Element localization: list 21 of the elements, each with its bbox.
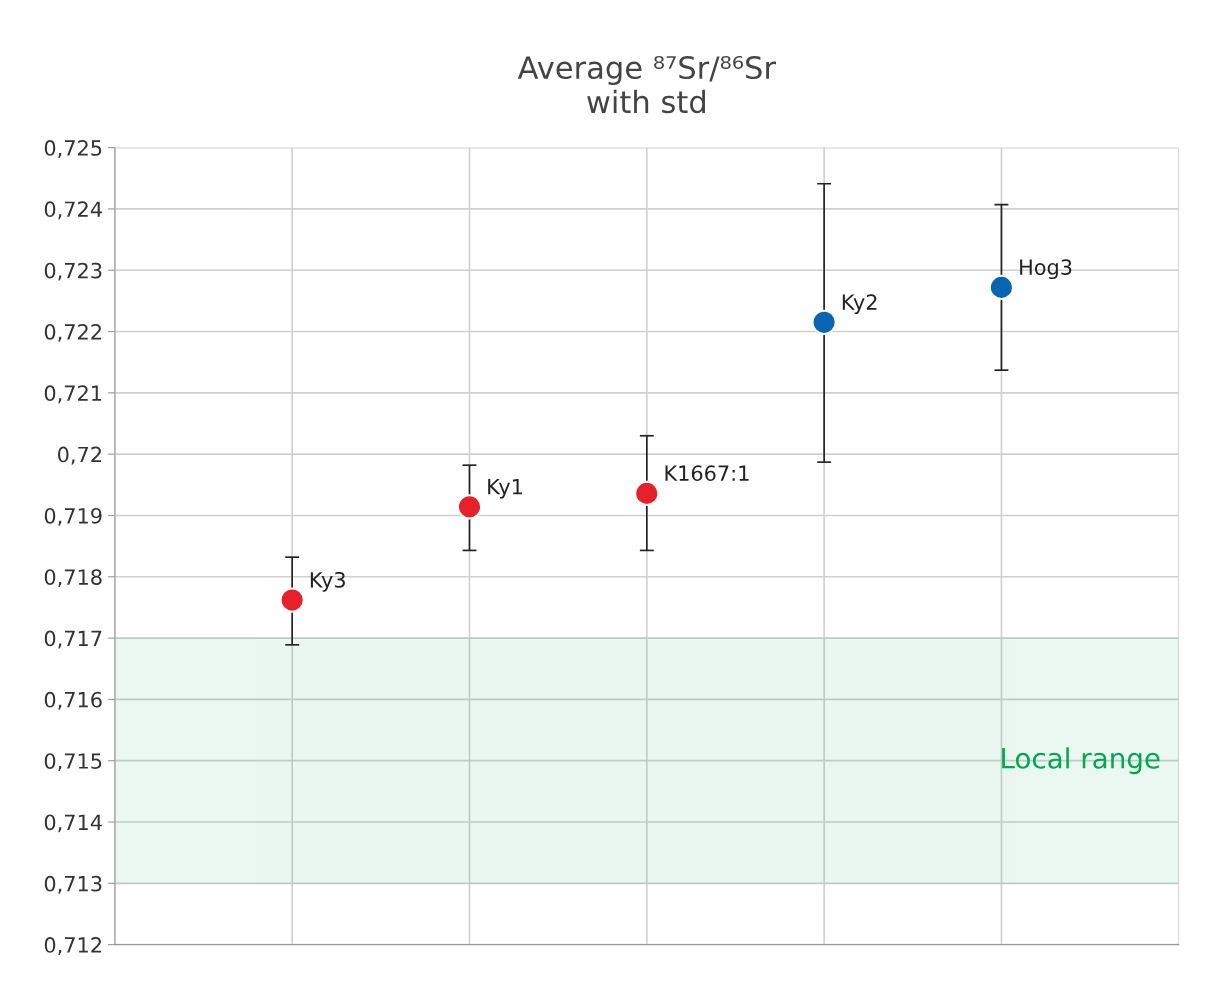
annotation: Ky1 xyxy=(488,479,522,499)
y-tick-label: 0,723 xyxy=(44,262,102,281)
y-tick-label: 0,716 xyxy=(44,691,102,710)
y-tick-label: 0,724 xyxy=(44,201,102,220)
annotation: Hog3 xyxy=(1020,259,1072,280)
annotation: Ky3 xyxy=(310,571,345,592)
band-label: Local range xyxy=(1002,747,1160,775)
y-tick-label: 0,717 xyxy=(44,630,102,649)
y-tick-label: 0,718 xyxy=(44,569,102,588)
y-tick-label: 0,721 xyxy=(44,385,102,404)
y-tick-label: 0,713 xyxy=(44,875,102,894)
y-tick-label: 0,72 xyxy=(58,446,101,465)
y-tick-label: 0,722 xyxy=(44,323,101,342)
y-tick-label: 0,725 xyxy=(44,140,102,158)
y-tick-label: 0,714 xyxy=(44,814,102,833)
y-tick-label: 0,712 xyxy=(44,937,101,955)
annotation: Ky2 xyxy=(842,294,877,314)
annotation: K1667:1 xyxy=(665,465,749,482)
chart-title: Average ⁸⁷Sr/⁸⁶Sr with std xyxy=(517,55,776,114)
y-tick-label: 0,719 xyxy=(44,507,102,526)
y-tick-label: 0,715 xyxy=(44,753,102,772)
